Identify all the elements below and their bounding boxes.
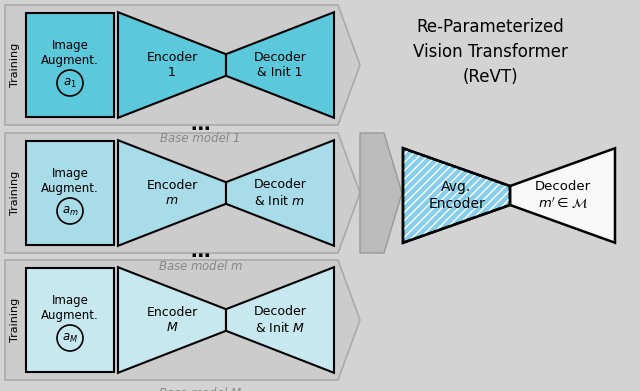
Bar	[26, 268, 114, 372]
Polygon shape	[360, 133, 402, 253]
Text: Training: Training	[10, 43, 20, 87]
Polygon shape	[510, 148, 615, 243]
Text: Training: Training	[10, 298, 20, 342]
Text: Decoder
& Init 1: Decoder & Init 1	[253, 51, 307, 79]
Text: Encoder
1: Encoder 1	[147, 51, 198, 79]
Text: Training: Training	[10, 171, 20, 215]
Polygon shape	[5, 260, 360, 380]
Polygon shape	[226, 140, 334, 246]
Text: $a_M$: $a_M$	[62, 332, 78, 344]
Polygon shape	[5, 133, 360, 253]
Text: Decoder
& Init $m$: Decoder & Init $m$	[253, 178, 307, 208]
Text: Base model $M$: Base model $M$	[158, 386, 243, 391]
Polygon shape	[118, 267, 226, 373]
Text: Base model 1: Base model 1	[160, 131, 241, 145]
Polygon shape	[403, 148, 510, 243]
Text: Avg.
Encoder: Avg. Encoder	[428, 180, 485, 211]
Text: $a_1$: $a_1$	[63, 77, 77, 90]
Bar	[26, 13, 114, 117]
Text: Decoder
$m' \in \mathcal{M}$: Decoder $m' \in \mathcal{M}$	[534, 180, 591, 211]
Circle shape	[57, 198, 83, 224]
Text: Image
Augment.: Image Augment.	[41, 294, 99, 322]
Text: Encoder
$m$: Encoder $m$	[147, 179, 198, 207]
Circle shape	[57, 70, 83, 96]
Text: ⋯: ⋯	[191, 120, 210, 138]
Polygon shape	[226, 267, 334, 373]
Text: ⋯: ⋯	[191, 247, 210, 266]
Polygon shape	[226, 12, 334, 118]
Text: Re-Parameterized
Vision Transformer
(ReVT): Re-Parameterized Vision Transformer (ReV…	[413, 18, 568, 86]
Bar	[26, 141, 114, 245]
Text: Image
Augment.: Image Augment.	[41, 39, 99, 67]
Text: Image
Augment.: Image Augment.	[41, 167, 99, 195]
Text: $a_m$: $a_m$	[61, 204, 78, 217]
Polygon shape	[118, 12, 226, 118]
Polygon shape	[5, 5, 360, 125]
Circle shape	[57, 325, 83, 351]
Text: Encoder
$M$: Encoder $M$	[147, 306, 198, 334]
Text: Decoder
& Init $M$: Decoder & Init $M$	[253, 305, 307, 335]
Polygon shape	[118, 140, 226, 246]
Text: Base model $m$: Base model $m$	[157, 259, 243, 273]
